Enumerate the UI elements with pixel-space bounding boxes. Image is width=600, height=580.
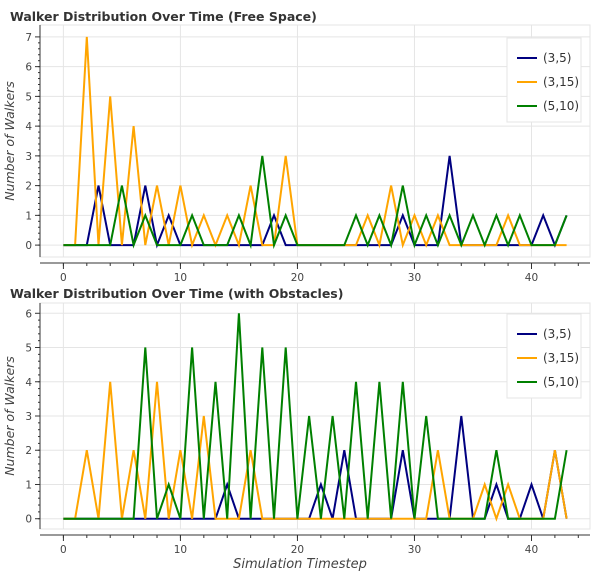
x-tick-label: 0: [60, 272, 67, 283]
series-line-2: [63, 155, 568, 250]
series-line-1: [63, 381, 568, 522]
x-tick-label: 30: [408, 272, 421, 283]
y-tick-label: 7: [25, 32, 32, 44]
x-tick-label: 0: [60, 544, 67, 556]
y-tick-label: 1: [25, 210, 32, 222]
legend-label: (3,5): [543, 327, 571, 341]
y-tick-label: 0: [25, 240, 32, 252]
x-tick-label: 10: [174, 544, 187, 556]
x-tick-label: 40: [525, 544, 538, 556]
legend-label: (3,15): [543, 351, 579, 365]
y-tick-label: 2: [25, 445, 32, 457]
y-tick-label: 6: [25, 62, 32, 74]
x-tick-label: 30: [408, 544, 421, 556]
y-tick-label: 2: [25, 181, 32, 193]
chart-panel-obstacles: Walker Distribution Over Time (with Obst…: [0, 283, 600, 576]
y-tick-label: 5: [25, 343, 32, 355]
y-tick-label: 3: [25, 151, 32, 163]
legend-label: (3,15): [543, 75, 579, 89]
chart-obstacles: 0 1 2 3 4 5 6 0 10 20 30 40 Number of Walkers (3,5) (3…: [2, 302, 591, 556]
legend-box: [506, 37, 582, 123]
y-tick-label: 3: [25, 411, 32, 423]
y-axis-label: Number of Walkers: [2, 81, 17, 201]
y-tick-label: 0: [25, 514, 32, 526]
x-tick-label: 20: [291, 544, 304, 556]
x-tick-label: 10: [174, 272, 187, 283]
series-line-2: [63, 313, 568, 520]
y-axis-label: Number of Walkers: [2, 356, 17, 476]
x-tick-label: 20: [291, 272, 304, 283]
legend-label: (3,5): [543, 51, 571, 65]
legend-label: (5,10): [543, 99, 579, 113]
chart-free-space: 0 1 2 3 4 5 6 7 0 10 20 30 40 Number of Walkers (3,5) (…: [2, 24, 591, 284]
y-tick-label: 5: [25, 91, 32, 103]
legend-box: [506, 313, 582, 399]
y-tick-label: 1: [25, 479, 32, 491]
chart-panel-free-space: Walker Distribution Over Time (Free Spac…: [0, 0, 600, 284]
legend-label: (5,10): [543, 375, 579, 389]
chart-title: Walker Distribution Over Time (with Obst…: [10, 286, 344, 301]
y-tick-label: 4: [25, 377, 32, 389]
x-tick-label: 40: [525, 272, 538, 283]
chart-title: Walker Distribution Over Time (Free Spac…: [10, 9, 317, 24]
y-tick-label: 4: [25, 121, 32, 133]
y-tick-label: 6: [25, 308, 32, 320]
x-axis-label: Simulation Timestep: [233, 557, 367, 572]
